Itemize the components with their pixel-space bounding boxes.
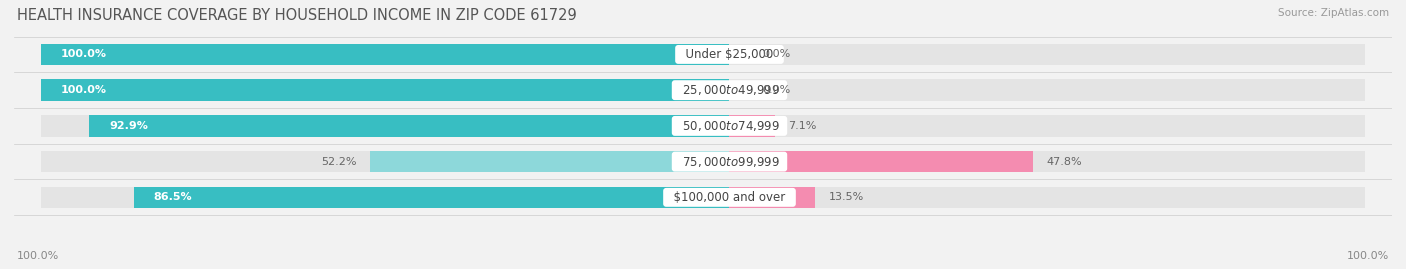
Text: 0.0%: 0.0%: [762, 49, 790, 59]
Text: Under $25,000: Under $25,000: [678, 48, 780, 61]
Bar: [41, 115, 1365, 137]
Text: Source: ZipAtlas.com: Source: ZipAtlas.com: [1278, 8, 1389, 18]
Text: 100.0%: 100.0%: [60, 49, 107, 59]
Text: 13.5%: 13.5%: [828, 192, 863, 202]
Text: 86.5%: 86.5%: [153, 192, 193, 202]
Bar: [134, 187, 730, 208]
Bar: [730, 151, 1033, 172]
Text: HEALTH INSURANCE COVERAGE BY HOUSEHOLD INCOME IN ZIP CODE 61729: HEALTH INSURANCE COVERAGE BY HOUSEHOLD I…: [17, 8, 576, 23]
Text: 92.9%: 92.9%: [110, 121, 148, 131]
Bar: [730, 115, 775, 137]
Text: $100,000 and over: $100,000 and over: [666, 191, 793, 204]
Bar: [41, 79, 1365, 101]
Bar: [90, 115, 730, 137]
Text: $50,000 to $74,999: $50,000 to $74,999: [675, 119, 785, 133]
Text: 100.0%: 100.0%: [60, 85, 107, 95]
Bar: [370, 151, 730, 172]
Text: 47.8%: 47.8%: [1046, 157, 1083, 167]
Bar: [41, 151, 1365, 172]
Bar: [730, 187, 815, 208]
Text: 100.0%: 100.0%: [1347, 251, 1389, 261]
Bar: [41, 44, 730, 65]
Text: $25,000 to $49,999: $25,000 to $49,999: [675, 83, 785, 97]
Text: 7.1%: 7.1%: [787, 121, 817, 131]
Bar: [41, 79, 730, 101]
Text: $75,000 to $99,999: $75,000 to $99,999: [675, 155, 785, 169]
Text: 52.2%: 52.2%: [321, 157, 357, 167]
Bar: [41, 44, 1365, 65]
Text: 100.0%: 100.0%: [17, 251, 59, 261]
Text: 0.0%: 0.0%: [762, 85, 790, 95]
Bar: [41, 187, 1365, 208]
